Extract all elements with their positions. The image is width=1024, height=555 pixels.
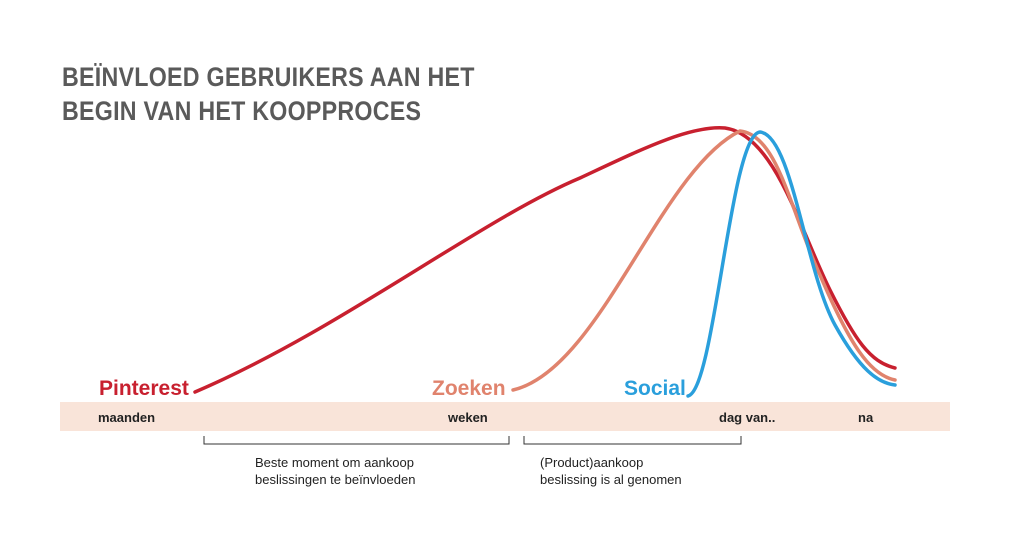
social-curve — [686, 130, 897, 398]
timeline-label-weken: weken — [447, 410, 488, 425]
timeline-label-maanden: maanden — [98, 410, 155, 425]
channel-label-social: Social — [624, 377, 686, 400]
bracket-right — [523, 436, 742, 445]
pinterest-curve — [193, 126, 897, 394]
timeline-label-na: na — [858, 410, 874, 425]
bracket-right-text-line-2: beslissing is al genomen — [540, 472, 682, 487]
zoeken-curve — [511, 129, 897, 392]
bracket-left-text-line-1: Beste moment om aankoop — [255, 455, 414, 470]
bracket-right-text-line-1: (Product)aankoop — [540, 455, 643, 470]
bracket-left — [203, 436, 510, 445]
channel-label-pinterest: Pinterest — [99, 377, 189, 400]
title-line-2: BEGIN VAN HET KOOPPROCES — [62, 96, 422, 126]
page-title: BEÏNVLOED GEBRUIKERS AAN HET BEGIN VAN H… — [62, 60, 475, 128]
channel-label-zoeken: Zoeken — [432, 377, 506, 400]
bracket-left-text-line-2: beslissingen te beïnvloeden — [255, 472, 415, 487]
timeline-band — [60, 402, 950, 431]
timeline-label-dag-van: dag van.. — [719, 410, 775, 425]
title-line-1: BEÏNVLOED GEBRUIKERS AAN HET — [62, 62, 475, 92]
